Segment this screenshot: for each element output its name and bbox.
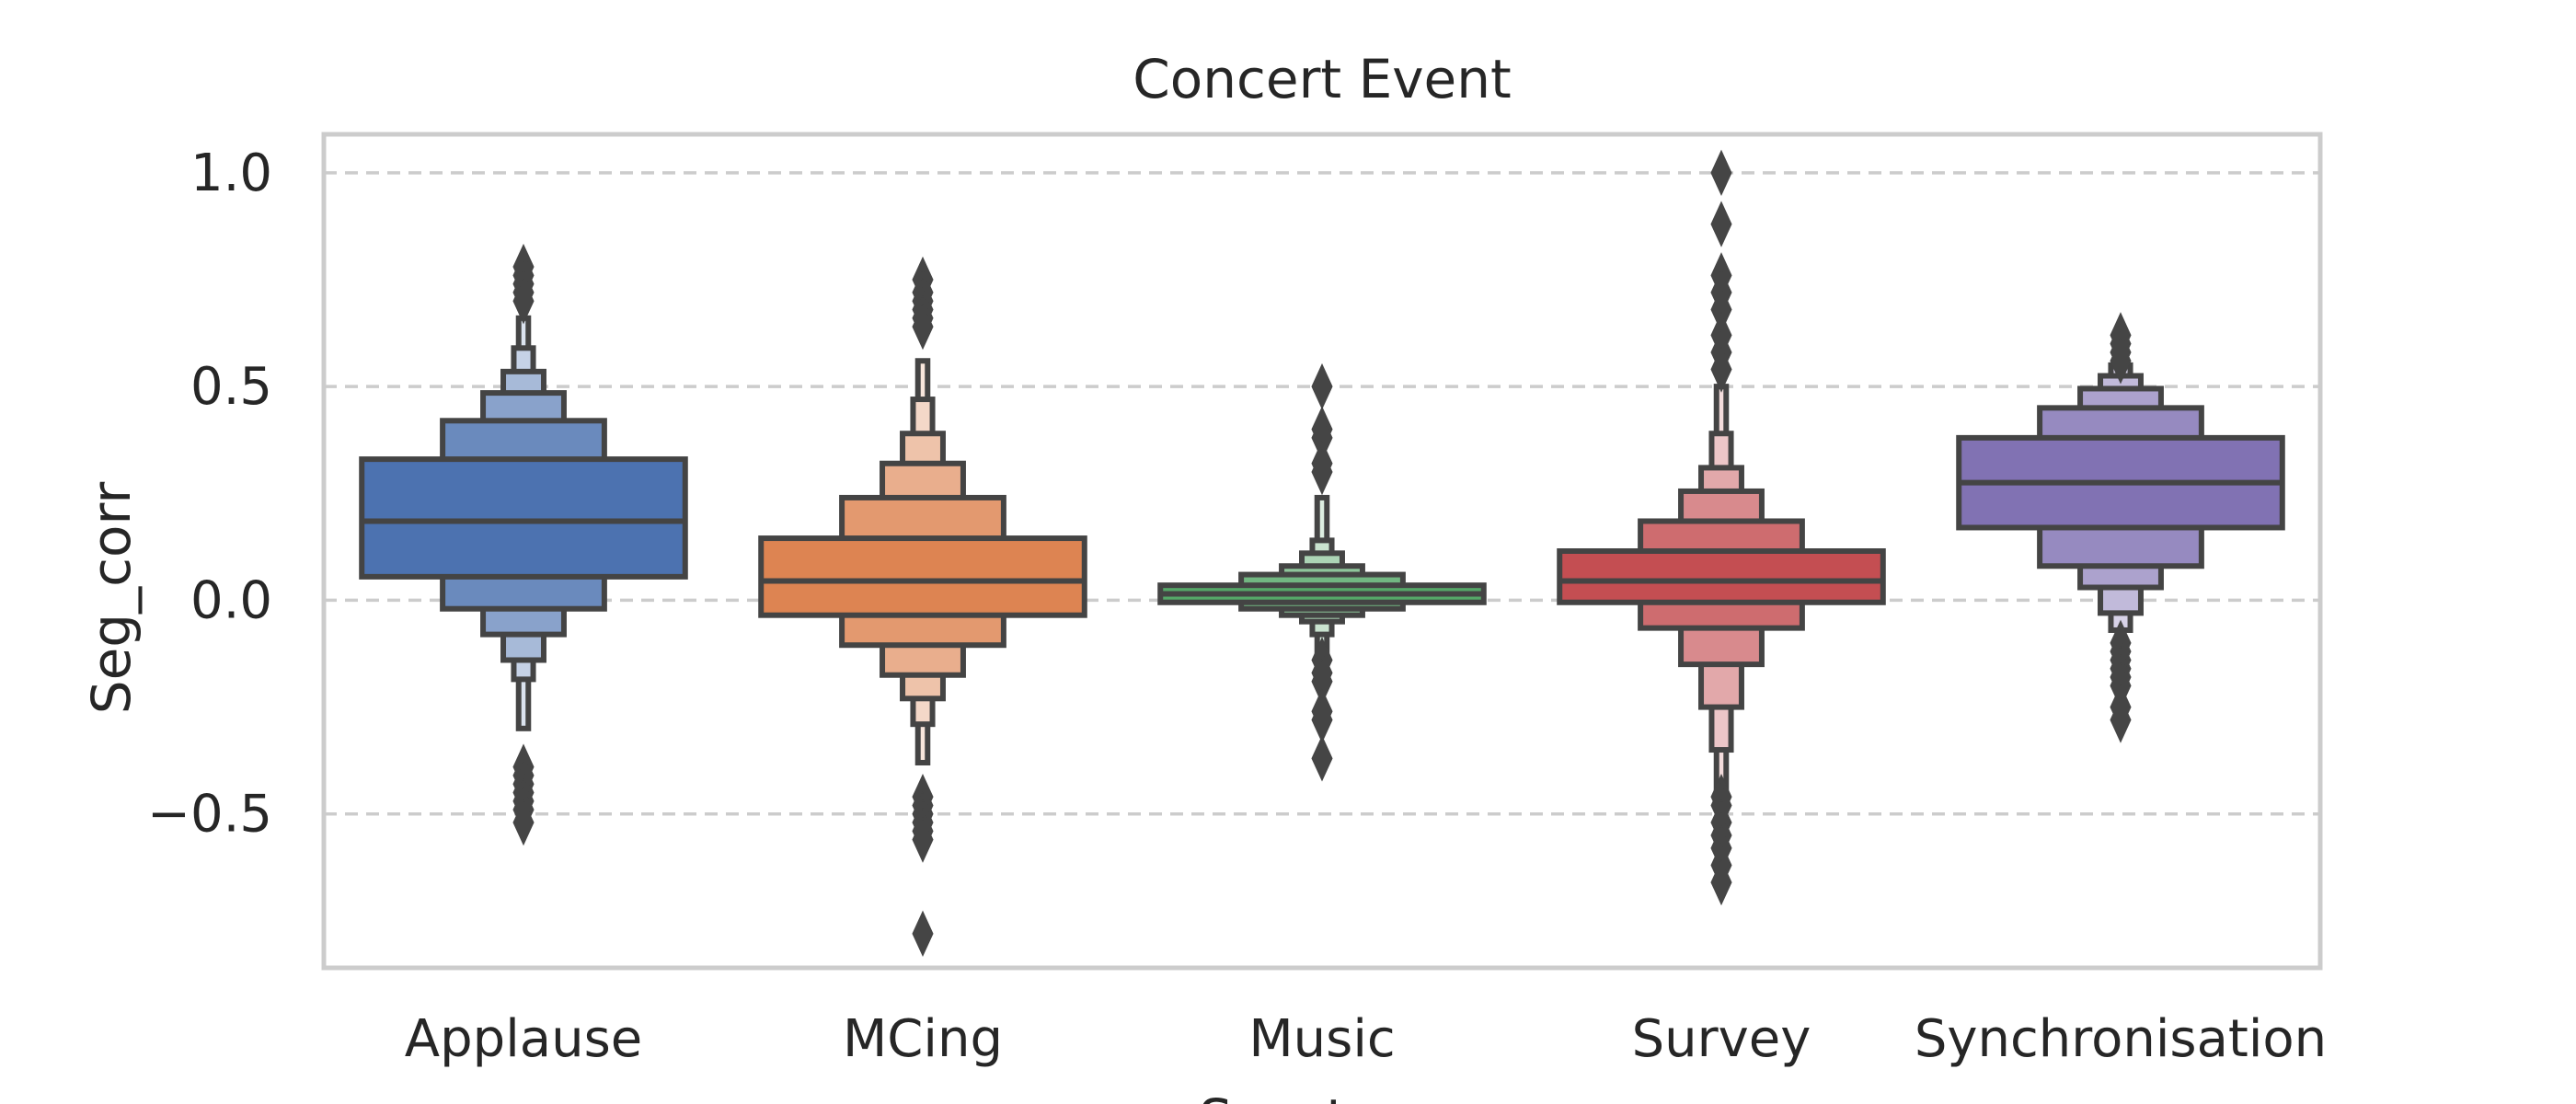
x-axis-label: Seg_type bbox=[1199, 1087, 1445, 1104]
outlier-point bbox=[512, 799, 535, 846]
outlier-point bbox=[1311, 735, 1333, 782]
outlier-point bbox=[912, 816, 934, 863]
outlier-point bbox=[2110, 338, 2132, 385]
outlier-point bbox=[512, 277, 535, 325]
series-music bbox=[1157, 362, 1487, 782]
series-applause bbox=[359, 243, 688, 846]
plot-frame bbox=[321, 132, 2323, 971]
series-synchronisation bbox=[1956, 312, 2285, 743]
outlier-point bbox=[2110, 696, 2132, 743]
outlier-point bbox=[912, 910, 934, 958]
outlier-point bbox=[1311, 362, 1333, 410]
outlier-point bbox=[1710, 858, 1732, 906]
outlier-point bbox=[1710, 149, 1732, 197]
x-tick-label: Applause bbox=[405, 1009, 642, 1069]
series-mcing bbox=[758, 256, 1087, 958]
y-axis-label: Seg_corr bbox=[80, 482, 143, 715]
y-tick-label: −0.5 bbox=[147, 785, 272, 845]
y-tick-label: 0.5 bbox=[190, 357, 272, 417]
boxen-box bbox=[359, 456, 688, 580]
series-survey bbox=[1557, 149, 1886, 906]
y-tick-label: 0.0 bbox=[190, 570, 272, 630]
boxen-box bbox=[1557, 548, 1886, 605]
y-axis-ticks: 1.0 0.5 0.0 −0.5 bbox=[147, 144, 272, 845]
x-tick-label: Survey bbox=[1632, 1009, 1811, 1069]
x-tick-label: Music bbox=[1248, 1009, 1395, 1069]
y-tick-label: 1.0 bbox=[190, 144, 272, 203]
chart-title: Concert Event bbox=[1133, 48, 1512, 110]
outlier-point bbox=[1311, 448, 1333, 496]
outlier-point bbox=[1710, 201, 1732, 247]
outlier-point bbox=[1710, 346, 1732, 393]
x-axis-ticks: Applause MCing Music Survey Synchronisation bbox=[405, 1009, 2327, 1069]
x-tick-label: Synchronisation bbox=[1915, 1009, 2327, 1069]
outlier-point bbox=[912, 303, 934, 351]
x-tick-label: MCing bbox=[843, 1009, 1003, 1069]
boxen-box bbox=[758, 535, 1087, 618]
plot-series bbox=[359, 149, 2285, 958]
